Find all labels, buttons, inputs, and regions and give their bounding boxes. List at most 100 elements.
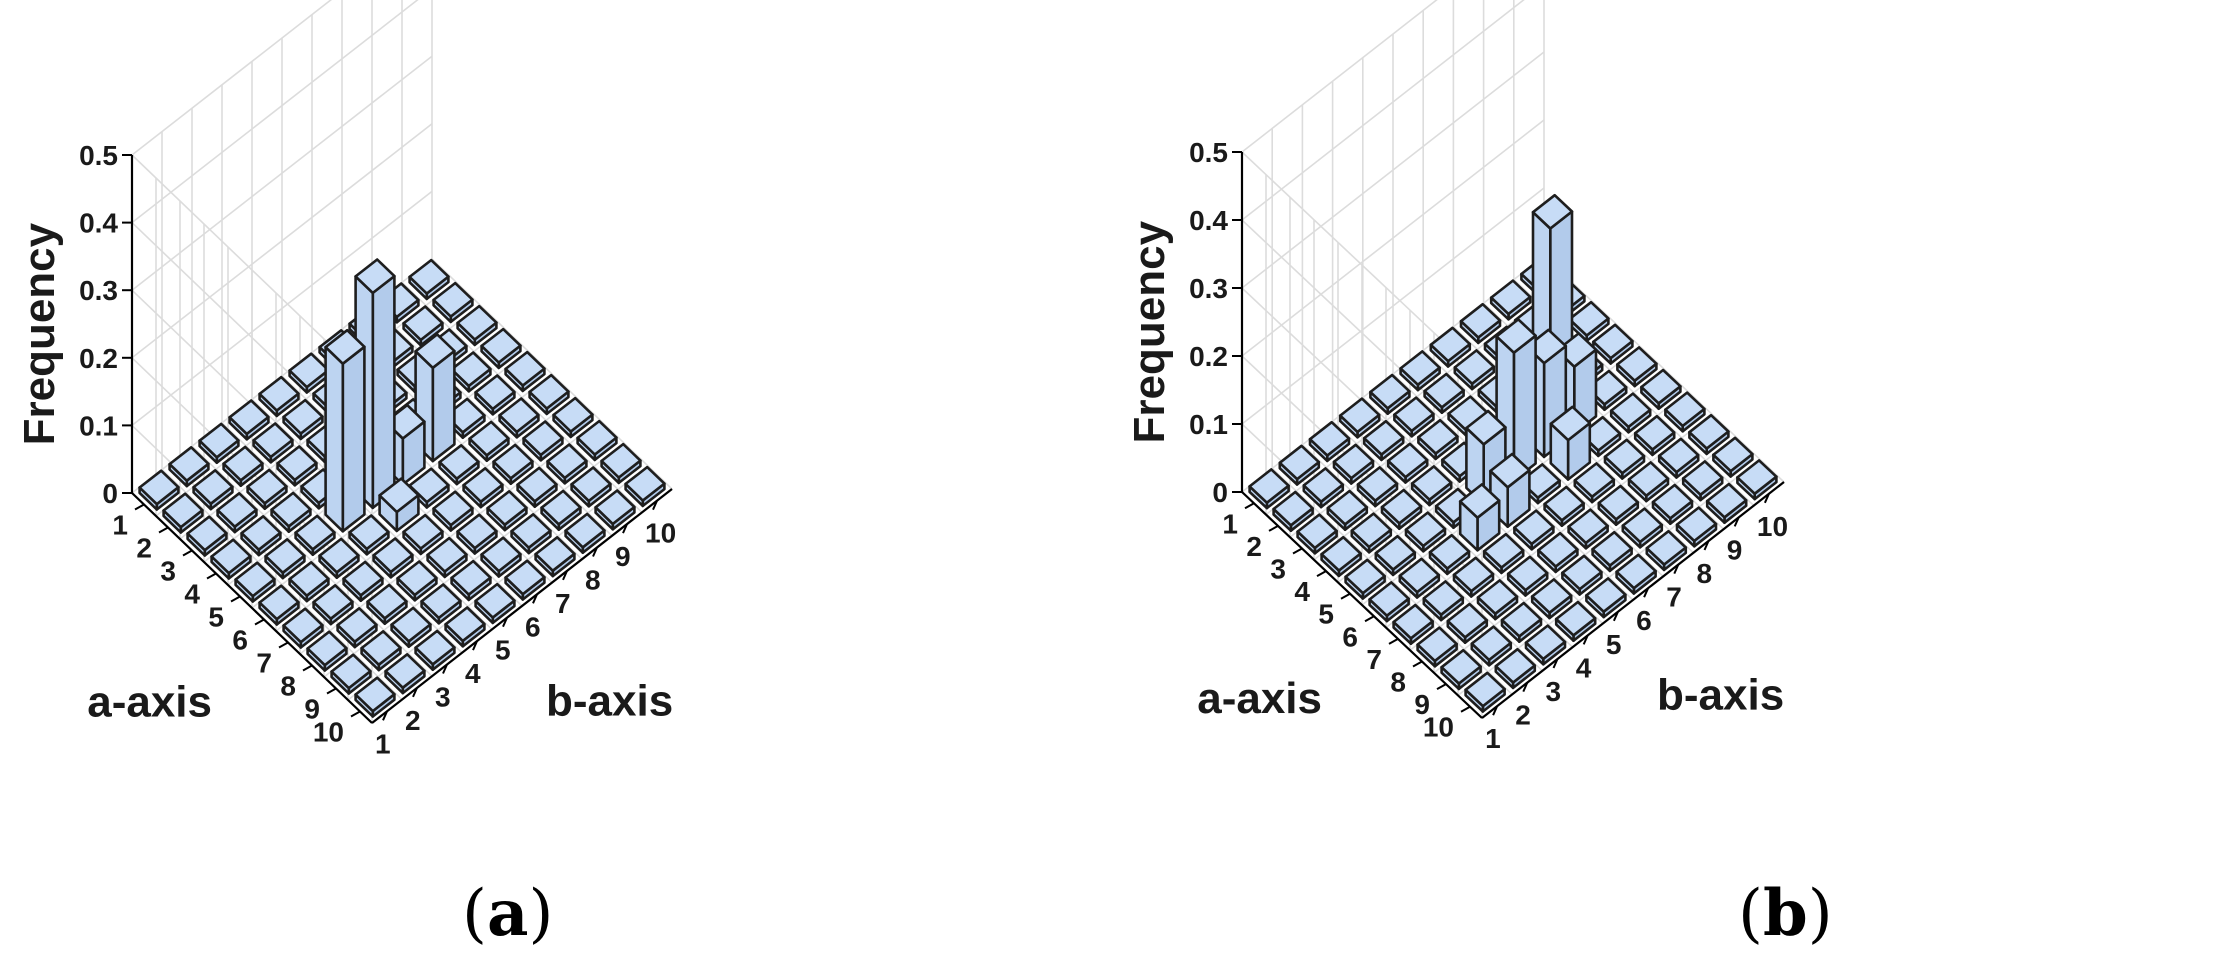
b-tick-label: 8 bbox=[585, 565, 601, 596]
a-tick-label: 9 bbox=[304, 694, 320, 725]
bar-a3-b3 bbox=[1356, 466, 1399, 508]
bar-a8-b1 bbox=[1416, 626, 1458, 668]
bar-a6-b10 bbox=[528, 373, 570, 416]
bar-a8-b4 bbox=[1506, 555, 1549, 597]
b-tick-label: 3 bbox=[1546, 676, 1562, 707]
bar-a5-b3 bbox=[294, 514, 336, 557]
bar-a10-b7 bbox=[1645, 529, 1688, 572]
b-tick-label: 4 bbox=[465, 658, 481, 689]
a-tick-label: 1 bbox=[1222, 508, 1238, 539]
z-tick-label: 0.1 bbox=[79, 410, 118, 441]
a-tick-label: 4 bbox=[1294, 576, 1310, 607]
bar-a4-b3 bbox=[1380, 488, 1423, 531]
b-tick-label: 1 bbox=[1485, 723, 1501, 754]
bar-a4-b10 bbox=[480, 327, 522, 370]
bar-a3-b2 bbox=[216, 491, 258, 534]
bar-a10-b8 bbox=[564, 512, 606, 555]
panel-label-b: (b) bbox=[1738, 876, 1833, 951]
b-axis-title: b-axis bbox=[1657, 670, 1784, 719]
bar-a9-b7 bbox=[1621, 507, 1664, 549]
b-tick-label: 10 bbox=[645, 518, 676, 549]
bar-a2-b5 bbox=[282, 398, 324, 441]
bar-a9-b5 bbox=[450, 559, 492, 602]
b-axis-line bbox=[1481, 481, 1785, 719]
a-axis-line bbox=[131, 492, 373, 724]
bar-a8-b8 bbox=[516, 466, 558, 509]
a-tick-label: 5 bbox=[208, 602, 224, 633]
b-tick-label: 5 bbox=[1606, 629, 1622, 660]
bar-a7-b8 bbox=[1603, 438, 1646, 480]
bar-a5-b10 bbox=[504, 350, 546, 393]
bar-a8-b3 bbox=[1476, 579, 1519, 621]
b-tick-label: 4 bbox=[1576, 652, 1592, 683]
bar-a10-b10 bbox=[624, 465, 666, 508]
bar-a4-b2 bbox=[240, 514, 282, 557]
bar-a5-b2 bbox=[264, 537, 306, 580]
bar-a6-b4 bbox=[1458, 483, 1501, 552]
bar-a8-b7 bbox=[486, 489, 528, 532]
bar-a9-b4 bbox=[420, 583, 462, 625]
bar-a6-b9 bbox=[498, 397, 540, 439]
bar-a6-b3 bbox=[1428, 533, 1471, 576]
panel-letter-b: b bbox=[1762, 876, 1808, 951]
bar-a8-b7 bbox=[1597, 484, 1640, 527]
b-tick-label: 6 bbox=[1636, 605, 1652, 636]
bar-a8-b2 bbox=[1446, 602, 1489, 645]
a-tick-label: 2 bbox=[1246, 531, 1262, 562]
bar-a1-b7 bbox=[1429, 326, 1472, 368]
bar-a4-b10 bbox=[1592, 323, 1634, 365]
bar-a9-b3 bbox=[390, 606, 432, 649]
bar-a4-b4 bbox=[1410, 465, 1453, 507]
bar-a4-b1 bbox=[210, 538, 252, 580]
bar-a3-b4 bbox=[1386, 442, 1429, 484]
bar-a10-b3 bbox=[1524, 624, 1567, 666]
a-tick-label: 4 bbox=[184, 579, 200, 610]
a-axis-title: a-axis bbox=[1197, 674, 1322, 723]
z-tick-label: 0.5 bbox=[1189, 137, 1228, 168]
bar-a8-b8 bbox=[1627, 461, 1670, 503]
bar-a10-b1 bbox=[1464, 671, 1506, 713]
b-tick-label: 9 bbox=[1727, 534, 1743, 565]
z-tick-label: 0.1 bbox=[1189, 409, 1228, 440]
bar-a6-b5 bbox=[378, 477, 420, 533]
bar-a10-b4 bbox=[1554, 600, 1597, 643]
bar-a3-b2 bbox=[1326, 489, 1369, 532]
z-tick-label: 0.3 bbox=[79, 275, 118, 306]
bar-a6-b1 bbox=[1368, 581, 1410, 623]
bar-a9-b6 bbox=[480, 536, 522, 578]
bar-a9-b2 bbox=[360, 629, 402, 672]
a-tick-label: 5 bbox=[1318, 599, 1334, 630]
bar-a7-b4 bbox=[372, 537, 414, 579]
bar-a2-b5 bbox=[1393, 396, 1435, 438]
b-tick-label: 1 bbox=[375, 728, 391, 759]
bar-a7-b10 bbox=[1664, 391, 1706, 433]
bar-a9-b1 bbox=[330, 653, 372, 695]
bar-a8-b6 bbox=[1567, 508, 1609, 550]
bar-a1-b2 bbox=[168, 445, 210, 488]
bar-a3-b10 bbox=[456, 304, 498, 347]
bar-a8-b3 bbox=[366, 583, 408, 626]
a-tick-label: 7 bbox=[1366, 644, 1382, 675]
a-tick-label: 9 bbox=[1414, 689, 1430, 720]
bar-a8-b5 bbox=[1537, 531, 1579, 574]
bar-a5-b3 bbox=[1404, 511, 1447, 553]
bar-a4-b2 bbox=[1350, 512, 1393, 554]
bar-a1-b1 bbox=[1248, 468, 1290, 510]
bar-a7-b1 bbox=[282, 607, 324, 649]
bar-a5-b7 bbox=[414, 333, 456, 463]
bar-a6-b2 bbox=[288, 560, 330, 603]
bar-a3-b5 bbox=[1417, 418, 1459, 461]
bar-a1-b5 bbox=[1369, 373, 1411, 416]
bar-a2-b4 bbox=[252, 422, 294, 464]
z-axis-title: Frequency bbox=[15, 222, 64, 445]
bar-a3-b1 bbox=[1296, 513, 1338, 555]
bar-a10-b1 bbox=[354, 676, 396, 718]
bar-a2-b2 bbox=[192, 468, 234, 511]
bar-a7-b6 bbox=[1543, 485, 1585, 528]
b-tick-label: 8 bbox=[1697, 558, 1713, 589]
bars-b bbox=[1248, 193, 1778, 713]
bar-a9-b5 bbox=[1561, 554, 1603, 596]
bar-a9-b1 bbox=[1440, 648, 1482, 691]
bar-a1-b6 bbox=[288, 352, 330, 394]
